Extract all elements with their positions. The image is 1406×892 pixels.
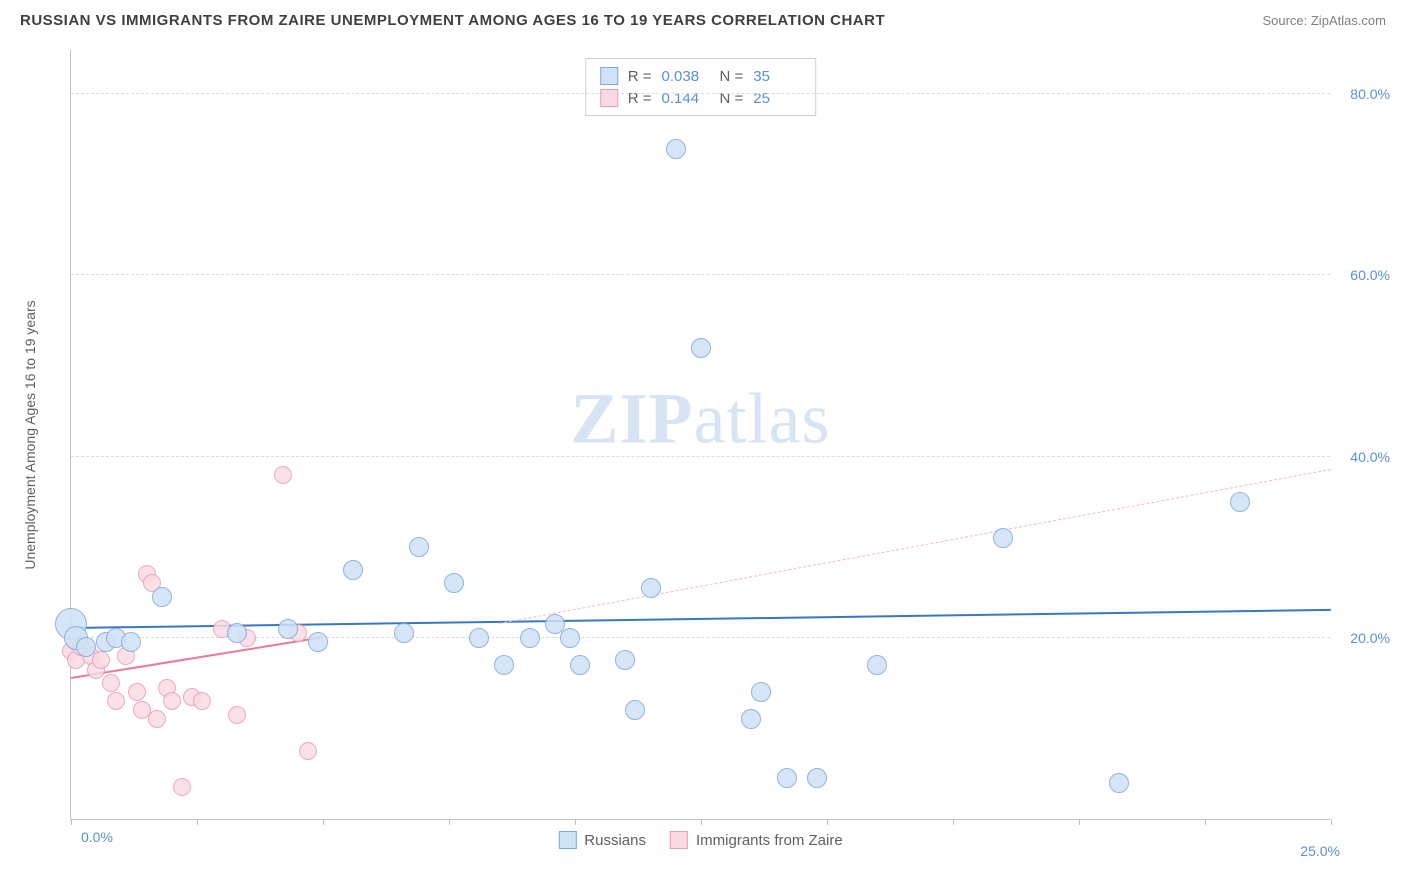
data-point-russians: [1109, 773, 1129, 793]
correlation-chart: Unemployment Among Ages 16 to 19 years Z…: [50, 50, 1330, 820]
data-point-russians: [1230, 492, 1250, 512]
gridline: [71, 274, 1330, 275]
data-point-zaire: [148, 710, 166, 728]
source-attribution: Source: ZipAtlas.com: [1262, 13, 1386, 28]
data-point-russians: [494, 655, 514, 675]
stat-r-russians: 0.038: [662, 68, 710, 85]
x-tick: [953, 819, 954, 825]
gridline: [71, 637, 1330, 638]
legend-swatch-zaire: [670, 831, 688, 849]
x-tick: [71, 819, 72, 825]
data-point-russians: [666, 139, 686, 159]
data-point-zaire: [299, 742, 317, 760]
x-tick: [1205, 819, 1206, 825]
x-tick: [1079, 819, 1080, 825]
data-point-russians: [121, 632, 141, 652]
data-point-zaire: [92, 651, 110, 669]
data-point-zaire: [274, 466, 292, 484]
data-point-russians: [520, 628, 540, 648]
stat-r-zaire: 0.144: [662, 90, 710, 107]
x-max-label: 25.0%: [1300, 843, 1340, 859]
source-name: ZipAtlas.com: [1311, 13, 1386, 28]
data-point-russians: [308, 632, 328, 652]
stat-n-zaire: 25: [753, 90, 801, 107]
x-tick: [575, 819, 576, 825]
data-point-russians: [751, 682, 771, 702]
trend-line: [71, 609, 1331, 629]
data-point-zaire: [128, 683, 146, 701]
trend-line: [499, 469, 1331, 624]
stat-r-label: R =: [628, 68, 652, 85]
stat-n-label: N =: [720, 68, 744, 85]
x-tick: [323, 819, 324, 825]
swatch-zaire: [600, 89, 618, 107]
legend-item-zaire: Immigrants from Zaire: [670, 831, 843, 849]
data-point-russians: [409, 537, 429, 557]
data-point-zaire: [107, 692, 125, 710]
gridline: [71, 93, 1330, 94]
chart-title: RUSSIAN VS IMMIGRANTS FROM ZAIRE UNEMPLO…: [20, 12, 885, 29]
legend-swatch-russians: [558, 831, 576, 849]
data-point-russians: [343, 560, 363, 580]
x-tick: [1331, 819, 1332, 825]
data-point-zaire: [228, 706, 246, 724]
chart-header: RUSSIAN VS IMMIGRANTS FROM ZAIRE UNEMPLO…: [0, 0, 1406, 37]
data-point-zaire: [102, 674, 120, 692]
stats-row-russians: R = 0.038 N = 35: [600, 65, 802, 87]
legend-item-russians: Russians: [558, 831, 646, 849]
y-tick-label: 40.0%: [1350, 449, 1390, 465]
y-tick-label: 60.0%: [1350, 267, 1390, 283]
data-point-russians: [867, 655, 887, 675]
legend-label-zaire: Immigrants from Zaire: [696, 832, 843, 849]
y-tick-label: 20.0%: [1350, 630, 1390, 646]
data-point-russians: [227, 623, 247, 643]
x-tick: [827, 819, 828, 825]
data-point-russians: [76, 637, 96, 657]
swatch-russians: [600, 67, 618, 85]
x-tick: [197, 819, 198, 825]
x-tick: [701, 819, 702, 825]
data-point-russians: [993, 528, 1013, 548]
data-point-russians: [570, 655, 590, 675]
data-point-russians: [777, 768, 797, 788]
data-point-zaire: [163, 692, 181, 710]
legend-label-russians: Russians: [584, 832, 646, 849]
data-point-russians: [625, 700, 645, 720]
data-point-russians: [469, 628, 489, 648]
stats-row-zaire: R = 0.144 N = 25: [600, 87, 802, 109]
watermark: ZIPatlas: [571, 378, 831, 461]
data-point-russians: [278, 619, 298, 639]
watermark-bold: ZIP: [571, 379, 694, 459]
stats-legend: R = 0.038 N = 35 R = 0.144 N = 25: [585, 58, 817, 116]
stat-n-russians: 35: [753, 68, 801, 85]
data-point-zaire: [173, 778, 191, 796]
stat-r-label-2: R =: [628, 90, 652, 107]
data-point-russians: [152, 587, 172, 607]
y-axis-label: Unemployment Among Ages 16 to 19 years: [22, 300, 38, 569]
data-point-russians: [641, 578, 661, 598]
plot-area: ZIPatlas R = 0.038 N = 35 R = 0.144 N = …: [70, 50, 1330, 820]
data-point-russians: [691, 338, 711, 358]
data-point-russians: [807, 768, 827, 788]
data-point-russians: [444, 573, 464, 593]
watermark-rest: atlas: [694, 379, 831, 459]
stat-n-label-2: N =: [720, 90, 744, 107]
x-origin-label: 0.0%: [81, 829, 113, 845]
data-point-russians: [560, 628, 580, 648]
data-point-zaire: [193, 692, 211, 710]
data-point-russians: [741, 709, 761, 729]
source-prefix: Source:: [1262, 13, 1310, 28]
series-legend: Russians Immigrants from Zaire: [558, 831, 842, 849]
y-tick-label: 80.0%: [1350, 86, 1390, 102]
data-point-russians: [615, 650, 635, 670]
gridline: [71, 456, 1330, 457]
x-tick: [449, 819, 450, 825]
data-point-russians: [394, 623, 414, 643]
